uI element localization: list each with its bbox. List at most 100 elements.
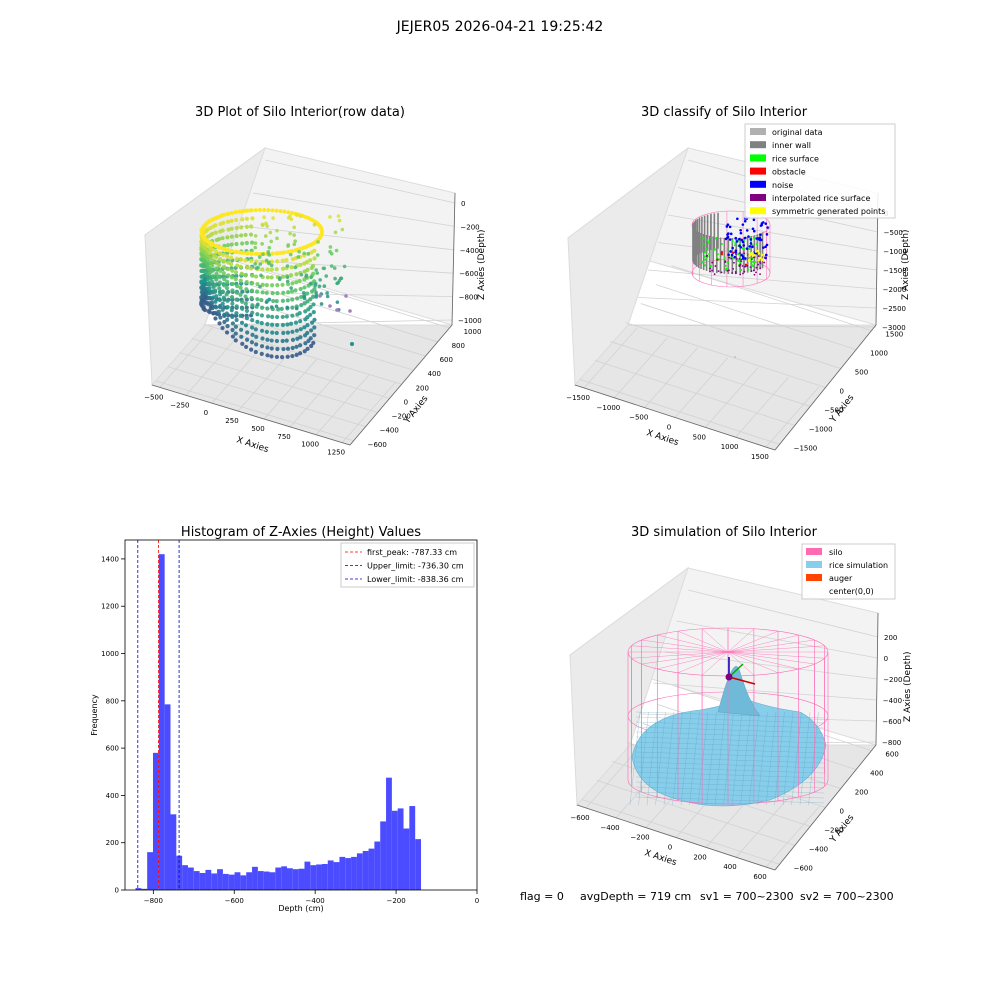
raw-data-point [311,271,316,276]
classify-interpolated-point [709,267,712,270]
raw-data-point [299,272,304,277]
raw-data-point [228,255,234,260]
classify-rice-surface-point [739,268,743,272]
classify-legend-swatch [750,154,766,162]
sim-rice-mesh-line [635,736,825,744]
raw-data-point [312,286,317,292]
sim-silo-roof-line [727,634,799,653]
raw-data-point [218,292,223,297]
classify-obstacle-point [720,250,724,254]
p4-x-tick-label: 200 [693,853,706,861]
classify-legend-swatch [750,141,766,149]
raw-data-point [258,284,262,289]
raw-data-point [342,264,347,269]
raw-data-point [286,210,291,215]
classify-noise-point [741,240,745,244]
raw-data-point [274,251,279,256]
raw-data-point [217,297,222,303]
raw-data-point [295,213,299,217]
histogram-bar [234,872,241,890]
sim-legend-label: rice simulation [829,561,888,570]
raw-data-point [202,241,207,247]
raw-data-point [269,275,274,280]
raw-data-point [269,338,274,343]
raw-data-point [261,252,265,256]
p2-x-tick-label: −500 [629,414,648,422]
raw-data-point [280,274,286,279]
p1-z-tick-label: −1000 [458,317,482,325]
raw-data-point [260,305,265,310]
raw-data-point [268,230,273,235]
raw-data-point [298,351,303,356]
classify-rice-surface-point [749,240,753,243]
p1-z-tick-label: −600 [459,270,478,278]
classify-interpolated-point [763,261,766,264]
raw-data-point [302,294,307,299]
p1-grid-line [252,192,455,227]
classify-interpolated-point [735,253,737,255]
raw-data-point [229,295,235,300]
histogram-bar [211,873,218,890]
classify-x-axis-line [574,384,776,451]
p2-x-tick-label: 0 [667,424,671,432]
raw-data-point [226,266,231,272]
classify-noise-point [752,229,756,233]
raw-data-point [270,208,275,213]
raw-data-point [280,338,285,344]
raw-data-point [285,298,290,303]
simulation-panel: 3D simulation of Silo Interior −600 −400 −… [568,525,913,881]
classify-interpolated-point [728,269,730,272]
raw-data-point [308,312,313,317]
classify-symmetric-point [747,259,751,262]
raw-data-point [337,278,342,283]
raw-data-point [230,288,235,293]
raw-data-point [230,268,235,273]
raw-data-point [213,299,218,304]
raw-data-point [229,262,234,267]
raw-data-point [285,264,290,268]
raw-data-point [239,334,244,339]
raw-data-point [240,289,245,294]
raw-data-point [222,277,227,282]
raw-data-point [217,251,222,256]
sim-rice-mesh-line [782,711,794,806]
p4-grid-line [653,682,877,701]
p4-grid-line [687,589,879,638]
raw-data-point [216,245,221,250]
classify-interpolated-point [753,273,756,276]
raw-data-point [210,263,215,268]
histogram-bar [409,806,416,890]
raw-data-point [220,236,225,241]
raw-data-point [260,222,265,227]
p4-grid-line [676,620,878,659]
raw-data-point [290,353,295,359]
raw-data-point [328,249,332,254]
raw-data-point [225,324,230,329]
raw-data-point [289,289,295,294]
raw-data-point [274,354,280,360]
p2-grid-line [614,337,668,399]
classify-interpolated-point [753,256,756,258]
classify-noise-point [764,245,767,248]
raw-data-point [308,336,313,341]
sim-rice-mesh-line [791,711,802,806]
classify-obstacle-point [732,251,735,255]
raw-data-point [234,233,239,239]
raw-data-point [340,227,345,232]
raw-data-point [298,319,303,324]
raw-data-point [270,251,275,256]
raw-data-point [220,301,225,306]
raw-data-point [229,234,234,239]
raw-data-point [304,273,309,278]
classify-interpolated-point [711,261,714,264]
raw-data-point [311,302,316,307]
p1-z-tick-label: 0 [461,200,465,208]
sim-rice-mesh-line [723,711,734,806]
raw-data-point [253,241,258,245]
p2-grid-line [637,297,877,309]
classify-rice-surface-point [701,260,705,264]
sim-silo-roof-line [727,639,815,653]
raw-data-point [311,310,316,315]
classify-interpolated-point [738,252,741,254]
sim-silo-roof-line [641,651,729,665]
